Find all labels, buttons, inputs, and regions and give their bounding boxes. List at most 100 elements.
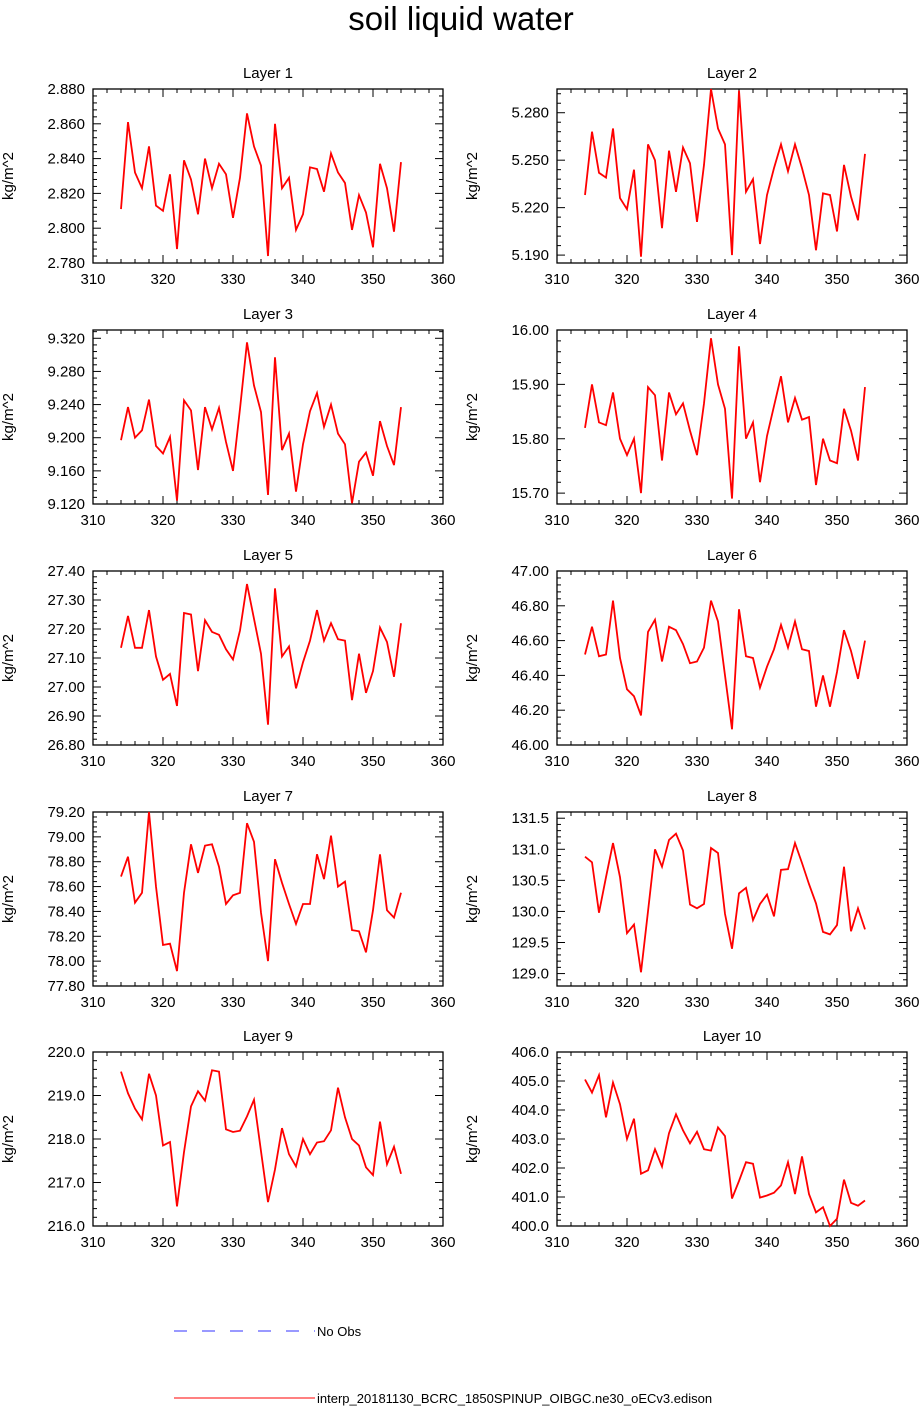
panel-title: Layer 1 [243,65,293,82]
x-tick-label: 320 [150,271,175,288]
x-tick-label: 350 [360,271,385,288]
y-tick-label: 405.0 [511,1073,549,1090]
x-tick-label: 320 [614,271,639,288]
x-tick-label: 350 [824,753,849,770]
plot-frame [92,88,444,264]
y-axis-label: kg/m^2 [0,634,17,682]
panel-layer-5: Layer 5 kg/m^2 310 320 330 340 350 360 26.80 26.9… [0,547,456,770]
series-line-layer-1 [120,113,402,257]
x-tick-label: 360 [430,753,455,770]
y-axis-label: kg/m^2 [464,875,481,923]
y-tick-label: 9.200 [47,430,85,447]
y-tick-label: 46.60 [511,633,549,650]
y-tick-label: 26.80 [47,737,85,754]
y-tick-label: 46.20 [511,702,549,719]
plot-frame [92,329,444,505]
panel-title: Layer 4 [707,306,757,323]
x-tick-label: 330 [684,512,709,529]
y-axis-label: kg/m^2 [0,875,17,923]
y-axis-label: kg/m^2 [464,634,481,682]
series-line-layer-7 [120,811,402,972]
y-tick-label: 130.0 [511,903,549,920]
y-tick-label: 27.10 [47,650,85,667]
x-tick-label: 360 [430,512,455,529]
legend-model-label: interp_20181130_BCRC_1850SPINUP_OIBGC.ne… [317,1391,712,1406]
y-tick-label: 5.190 [511,247,549,264]
x-tick-label: 310 [544,994,569,1011]
series-line-layer-3 [120,342,402,504]
y-tick-label: 5.250 [511,152,549,169]
x-tick-label: 310 [80,994,105,1011]
x-tick-label: 350 [824,1234,849,1251]
x-tick-label: 360 [430,994,455,1011]
x-tick-label: 340 [754,271,779,288]
plot-frame [92,811,444,987]
plot-frame [556,329,908,505]
legend: No Obs interp_20181130_BCRC_1850SPINUP_O… [174,1324,712,1406]
x-tick-label: 350 [824,512,849,529]
y-tick-label: 403.0 [511,1131,549,1148]
series-line-layer-10 [584,1071,866,1228]
y-tick-label: 79.00 [47,829,85,846]
y-tick-label: 27.00 [47,679,85,696]
panel-layer-1: Layer 1 kg/m^2 310 320 330 340 350 360 2.780 2.80… [0,65,456,288]
x-tick-label: 340 [754,512,779,529]
y-tick-label: 47.00 [511,563,549,580]
y-axis-label: kg/m^2 [0,152,17,200]
x-tick-label: 320 [614,1234,639,1251]
panel-title: Layer 2 [707,65,757,82]
y-tick-label: 406.0 [511,1044,549,1061]
y-tick-label: 130.5 [511,872,549,889]
y-axis-label: kg/m^2 [464,1115,481,1163]
figure-title: soil liquid water [348,0,574,37]
y-tick-label: 27.40 [47,563,85,580]
plot-frame [556,88,908,264]
x-tick-label: 310 [80,1234,105,1251]
x-tick-label: 330 [684,994,709,1011]
y-axis-label: kg/m^2 [464,393,481,441]
y-tick-label: 2.780 [47,255,85,272]
x-tick-label: 350 [824,994,849,1011]
panel-layer-8: Layer 8 kg/m^2 310 320 330 340 350 360 129.0 129.… [464,788,920,1011]
y-tick-label: 15.70 [511,485,549,502]
y-tick-label: 2.860 [47,116,85,133]
x-tick-label: 320 [150,753,175,770]
x-tick-label: 360 [430,271,455,288]
y-tick-label: 78.00 [47,953,85,970]
series-line-layer-5 [120,583,402,725]
x-tick-label: 350 [824,271,849,288]
x-tick-label: 350 [360,512,385,529]
series-line-layer-2 [584,88,866,257]
x-tick-label: 330 [684,271,709,288]
y-tick-label: 27.30 [47,592,85,609]
y-axis-label: kg/m^2 [464,152,481,200]
y-axis-label: kg/m^2 [0,393,17,441]
x-tick-label: 340 [290,753,315,770]
x-tick-label: 340 [290,994,315,1011]
y-tick-label: 9.120 [47,496,85,513]
x-tick-label: 350 [360,1234,385,1251]
x-tick-label: 340 [290,512,315,529]
panels: Layer 1 kg/m^2 310 320 330 340 350 360 2.780 2.80… [0,65,920,1251]
y-tick-label: 46.80 [511,598,549,615]
x-tick-label: 340 [290,271,315,288]
panel-layer-9: Layer 9 kg/m^2 310 320 330 340 350 360 216.0 217.… [0,1028,456,1251]
y-tick-label: 78.20 [47,928,85,945]
y-tick-label: 216.0 [47,1218,85,1235]
y-tick-label: 219.0 [47,1088,85,1105]
x-tick-label: 340 [754,753,779,770]
x-tick-label: 340 [290,1234,315,1251]
y-tick-label: 77.80 [47,978,85,995]
y-tick-label: 27.20 [47,621,85,638]
panel-layer-2: Layer 2 kg/m^2 310 320 330 340 350 360 5.190 5.22… [464,65,920,288]
y-axis-label: kg/m^2 [0,1115,17,1163]
y-tick-label: 218.0 [47,1131,85,1148]
y-tick-label: 15.90 [511,376,549,393]
panel-layer-4: Layer 4 kg/m^2 310 320 330 340 350 360 15.70 15.8… [464,306,920,529]
y-tick-label: 220.0 [47,1044,85,1061]
series-line-layer-9 [120,1069,402,1207]
x-tick-label: 310 [80,512,105,529]
x-tick-label: 320 [150,512,175,529]
x-tick-label: 360 [894,994,919,1011]
y-tick-label: 2.820 [47,185,85,202]
